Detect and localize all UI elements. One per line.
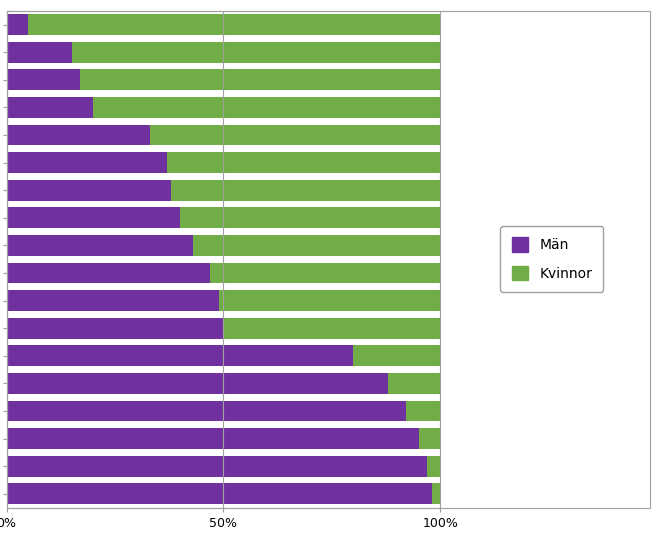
Bar — [388, 373, 440, 394]
Legend: Män, Kvinnor: Män, Kvinnor — [501, 226, 603, 292]
Bar — [7, 262, 210, 284]
Bar — [7, 235, 193, 256]
Bar — [223, 318, 440, 339]
Bar — [219, 291, 440, 311]
Bar — [72, 42, 440, 63]
Bar — [7, 401, 405, 421]
Bar — [93, 97, 440, 118]
Bar — [7, 291, 219, 311]
Bar — [7, 483, 432, 504]
Bar — [150, 125, 440, 145]
Bar — [432, 483, 440, 504]
Bar — [80, 70, 440, 90]
Bar — [7, 14, 28, 35]
Bar — [28, 14, 440, 35]
Bar — [7, 97, 93, 118]
Bar — [419, 428, 440, 449]
Bar — [353, 346, 440, 366]
Bar — [7, 125, 150, 145]
Bar — [405, 401, 440, 421]
Bar — [7, 456, 427, 476]
Bar — [7, 70, 80, 90]
Bar — [7, 318, 223, 339]
Bar — [7, 42, 72, 63]
Bar — [171, 180, 440, 200]
Bar — [180, 207, 440, 228]
Bar — [193, 235, 440, 256]
Bar — [210, 262, 440, 284]
Bar — [7, 180, 171, 200]
Bar — [7, 152, 167, 173]
Bar — [427, 456, 440, 476]
Bar — [7, 373, 388, 394]
Bar — [7, 428, 419, 449]
Bar — [7, 346, 353, 366]
Bar — [7, 207, 180, 228]
Bar — [167, 152, 440, 173]
